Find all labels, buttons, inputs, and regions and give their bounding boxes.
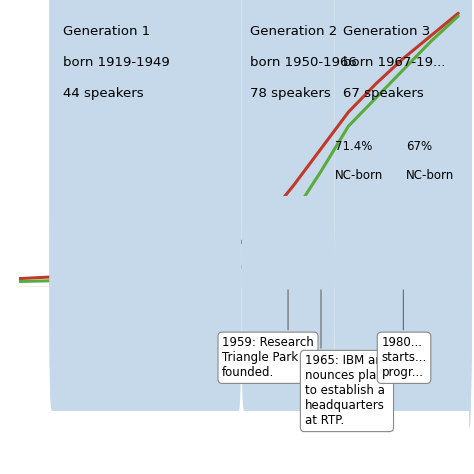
FancyBboxPatch shape [49,196,241,411]
Text: NC-born: NC-born [406,168,455,182]
Text: 67%: 67% [406,140,432,153]
Text: 1965: IBM an-
nounces plans
to establish a
headquarters
at RTP.: 1965: IBM an- nounces plans to establish… [304,355,390,428]
Text: 71.4%: 71.4% [335,140,372,153]
Text: born 1950-1966: born 1950-1966 [250,55,356,69]
Text: NC-born: NC-born [335,168,383,182]
Text: born 1967-19...: born 1967-19... [343,55,446,69]
Text: Generation 2: Generation 2 [250,25,337,37]
Text: born 1919-1949: born 1919-1949 [63,55,170,69]
FancyBboxPatch shape [241,0,335,428]
Text: 44 speakers: 44 speakers [63,87,144,100]
Text: Generation 1: Generation 1 [63,25,150,37]
Text: 67 speakers: 67 speakers [343,87,424,100]
Text: 1980...
starts...
progr...: 1980... starts... progr... [382,336,427,379]
Text: Generation 3: Generation 3 [343,25,430,37]
Text: 1959: Research
Triangle Park
founded.: 1959: Research Triangle Park founded. [222,336,314,379]
FancyBboxPatch shape [241,196,335,411]
FancyBboxPatch shape [335,196,472,411]
FancyBboxPatch shape [335,0,472,428]
FancyBboxPatch shape [49,0,241,428]
Text: 78 speakers: 78 speakers [250,87,330,100]
